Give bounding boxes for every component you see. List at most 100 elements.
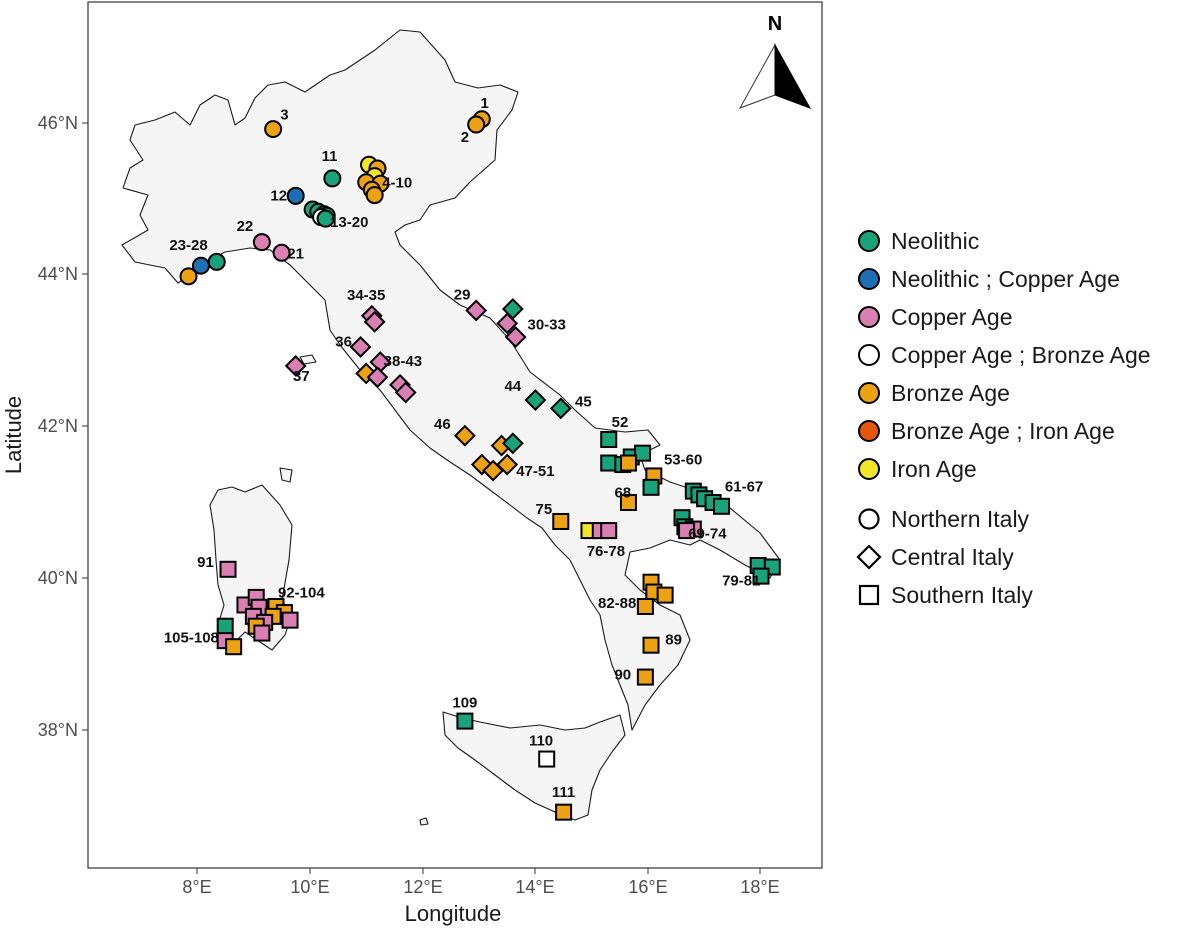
site-label: 12 (270, 188, 287, 205)
site-marker-neolithic-southern-italy (713, 497, 731, 515)
legend-label: Copper Age (891, 303, 1013, 330)
site-marker-copper-age-southern-italy (678, 522, 696, 540)
site-marker-bronze-age-northern-italy (365, 186, 384, 205)
site-label: 29 (454, 286, 471, 303)
site-label: 92-104 (278, 585, 325, 602)
site-marker-neolithic-northern-italy (207, 252, 226, 271)
legend-item-central-italy: Central Italy (855, 538, 1195, 576)
site-marker-copper-age-central-italy (504, 326, 527, 348)
site-marker-copper-age-central-italy (394, 381, 417, 404)
legend-label: Northern Italy (891, 505, 1030, 532)
site-markers (179, 110, 781, 821)
legend-label: Neolithic (891, 227, 980, 254)
site-label: 79-81 (722, 572, 760, 589)
site-marker-neolithic-central-italy (501, 432, 524, 455)
site-marker-copper-age-northern-italy (252, 233, 271, 252)
legend: Neolithic Neolithic ; Copper Age Copper … (855, 222, 1195, 614)
site-marker-bronze-age-southern-italy (619, 454, 637, 472)
x-tick-label: 10°E (290, 877, 329, 897)
legend-item-iron-age: Iron Age (855, 450, 1195, 488)
site-marker-neolithic-central-italy (524, 389, 547, 411)
site-label: 1 (480, 95, 488, 112)
site-marker-neolithic-copper-age-northern-italy (191, 256, 210, 275)
site-label: 13-20 (330, 214, 368, 231)
legend-label: Southern Italy (891, 581, 1033, 608)
site-marker-copper-age-southern-italy (253, 624, 271, 642)
legend-label: Bronze Age (891, 379, 1010, 406)
site-label: 38-43 (384, 353, 422, 370)
site-marker-neolithic-southern-italy (752, 567, 770, 585)
y-tick-label: 42°N (38, 416, 78, 436)
legend-label: Central Italy (891, 543, 1014, 570)
site-label: 69-74 (688, 525, 727, 542)
northern-italy-circle-icon (858, 508, 880, 530)
y-tick-label: 44°N (38, 264, 78, 284)
y-tick-label: 38°N (38, 720, 78, 740)
bronze-iron-age-circle-icon (858, 420, 880, 442)
site-label: 68 (614, 484, 631, 501)
compass-right-half (774, 43, 812, 109)
x-tick-label: 14°E (515, 877, 554, 897)
site-marker-neolithic-northern-italy (316, 209, 335, 228)
site-marker-neolithic-copper-age-northern-italy (286, 186, 305, 205)
site-label: 11 (322, 148, 338, 165)
site-label: 23-28 (169, 237, 207, 254)
x-axis-title: Longitude (405, 901, 502, 926)
site-marker-bronze-age-central-italy (496, 453, 519, 476)
x-tick-label: 8°E (182, 877, 211, 897)
iron-age-circle-icon (858, 458, 880, 480)
site-marker-copper-age-southern-italy (600, 522, 618, 540)
site-marker-neolithic-northern-italy (323, 169, 342, 188)
site-marker-neolithic-southern-italy (216, 617, 234, 635)
legend-label: Neolithic ; Copper Age (891, 265, 1120, 292)
site-label: 61-67 (725, 478, 763, 495)
site-marker-copper-age-northern-italy (272, 243, 291, 262)
neolithic-copper-age-circle-icon (858, 268, 880, 290)
y-tick-label: 40°N (38, 568, 78, 588)
site-label: 2 (461, 129, 469, 146)
site-label: 82-88 (598, 595, 636, 612)
site-marker-bronze-age-northern-italy (467, 115, 486, 134)
x-tick-label: 12°E (403, 877, 442, 897)
site-label: 36 (335, 333, 352, 350)
site-label: 52 (612, 414, 629, 431)
copper-age-circle-icon (858, 306, 880, 328)
compass-north-label: N (768, 13, 782, 35)
legend-item-copper-age: Copper Age (855, 298, 1195, 336)
legend-item-northern-italy: Northern Italy (855, 500, 1195, 538)
site-marker-bronze-age-northern-italy (179, 267, 198, 286)
site-label: 75 (536, 501, 553, 518)
legend-item-neolithic: Neolithic (855, 222, 1195, 260)
site-label: 34-35 (347, 287, 385, 304)
x-tick-label: 18°E (740, 877, 779, 897)
x-tick-label: 16°E (628, 877, 667, 897)
mainland-italy-shape (121, 29, 781, 731)
site-marker-neolithic-southern-italy (456, 712, 474, 730)
site-marker-bronze-age-southern-italy (636, 668, 654, 686)
site-label: 109 (452, 695, 477, 712)
site-label: 21 (287, 245, 304, 262)
lipari-island-shape (419, 817, 429, 826)
compass-rose: N (738, 13, 812, 109)
site-marker-bronze-age-southern-italy (619, 494, 637, 511)
legend-item-neolithic-copper-age: Neolithic ; Copper Age (855, 260, 1195, 298)
legend-label: Iron Age (891, 455, 977, 482)
neolithic-circle-icon (858, 230, 880, 252)
site-label: 76-78 (587, 543, 625, 560)
legend-item-bronze-iron-age: Bronze Age ; Iron Age (855, 412, 1195, 450)
site-label: 3 (280, 106, 288, 123)
site-marker-bronze-age-southern-italy (555, 803, 573, 821)
site-label: 47-51 (516, 463, 554, 480)
site-label: 110 (529, 733, 553, 750)
site-marker-neolithic-central-italy (549, 397, 572, 420)
y-axis: 38°N 40°N 42°N 44°N 46°N (38, 113, 88, 740)
site-marker-bronze-age-southern-italy (225, 638, 243, 656)
site-marker-neolithic-southern-italy (634, 444, 652, 462)
site-label: 22 (237, 218, 254, 235)
site-marker-bronze-age-southern-italy (642, 636, 660, 654)
site-marker-bronze-age-northern-italy (264, 120, 283, 139)
legend-label: Bronze Age ; Iron Age (891, 417, 1115, 444)
legend-item-copper-bronze-age: Copper Age ; Bronze Age (855, 336, 1195, 374)
site-marker-copper-age-bronze-age-southern-italy (538, 750, 556, 768)
central-italy-diamond-icon (856, 544, 882, 570)
